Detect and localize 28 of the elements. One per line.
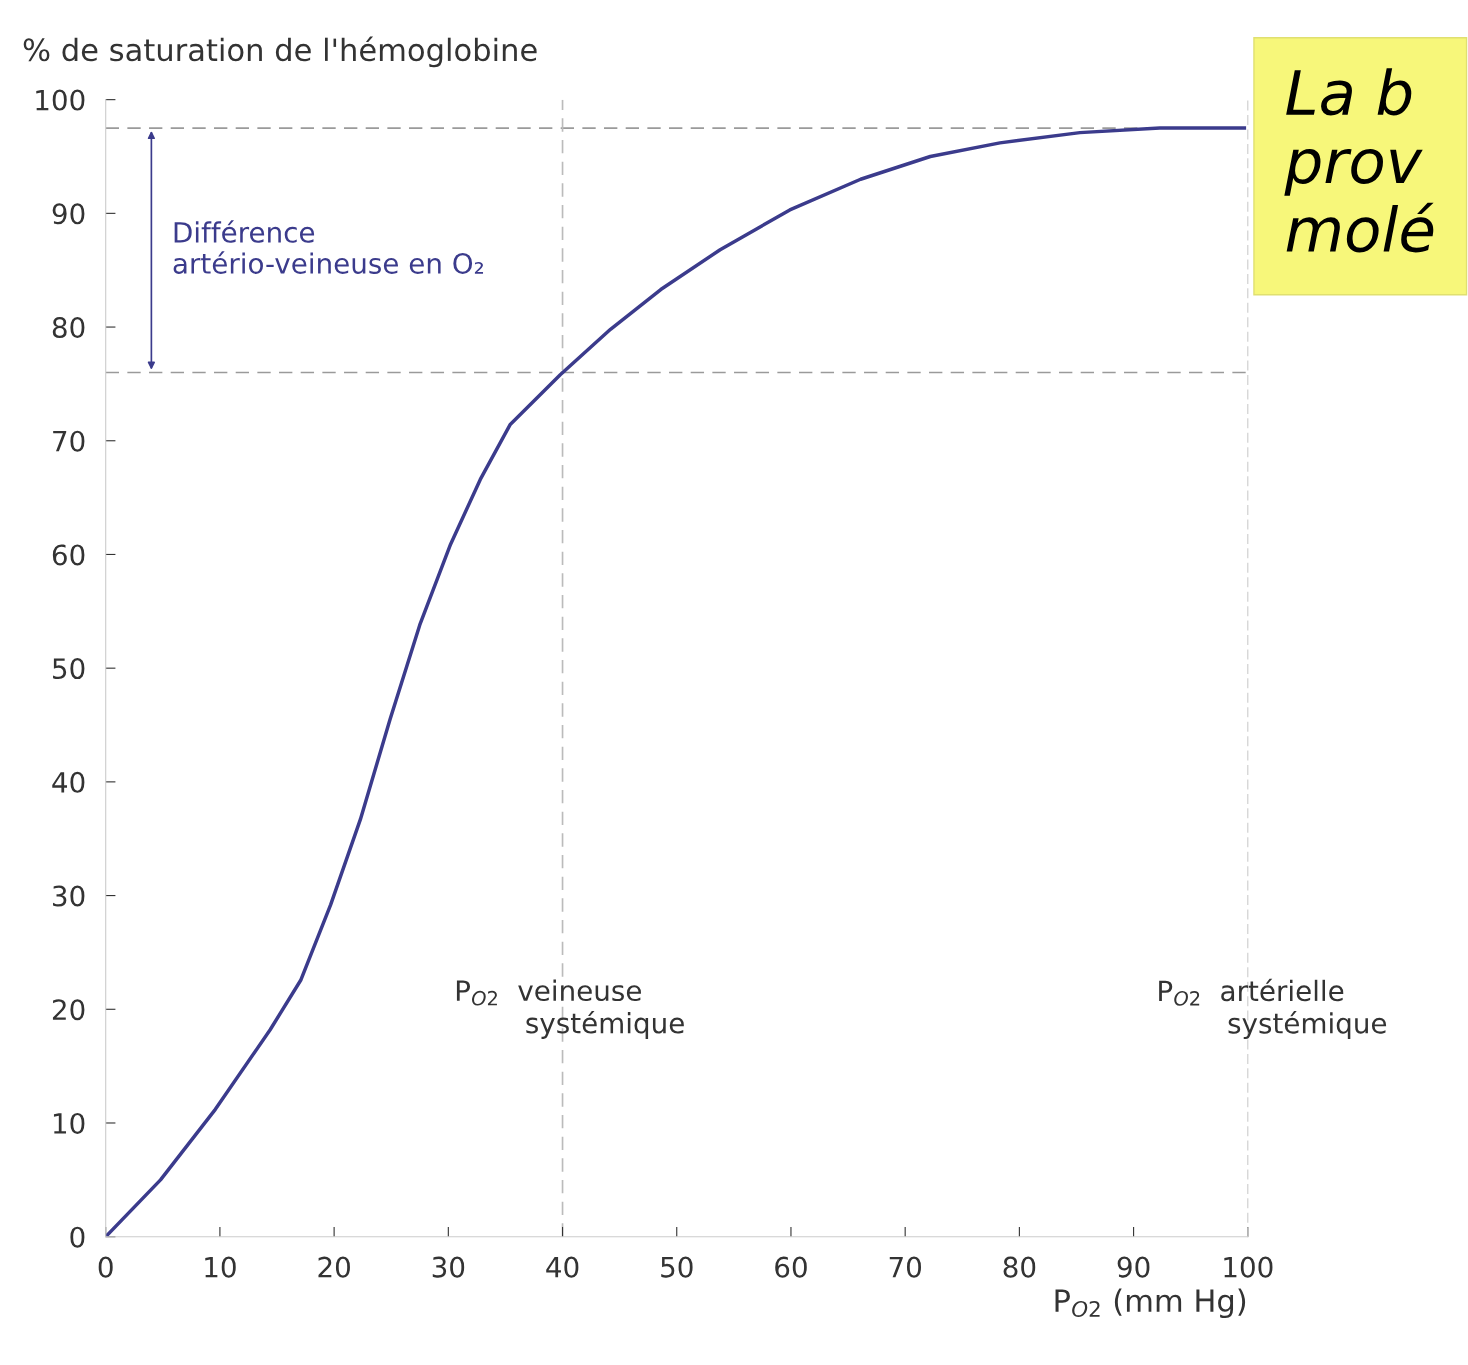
x-axis-title: P$_{O2}$ (mm Hg) <box>1055 1288 1246 1319</box>
x-tick-label: 50 <box>661 1256 693 1278</box>
y-tick-label: 80 <box>52 316 85 338</box>
y-axis-title: % de saturation de l'hémoglobine <box>23 36 537 68</box>
x-tick-label: 60 <box>775 1256 807 1278</box>
x-tick-label: 0 <box>98 1256 113 1278</box>
annotation: P$_{O2}$ artérielle systémique <box>1159 978 1387 1040</box>
y-tick-label: 10 <box>53 1112 85 1134</box>
y-tick-label: 60 <box>52 544 85 566</box>
y-tick-label: 70 <box>53 430 85 452</box>
x-tick-label: 10 <box>205 1256 236 1278</box>
annotation: Différence artério-veineuse en O₂ <box>173 220 484 274</box>
y-tick-label: 0 <box>70 1226 85 1248</box>
y-tick-label: 100 <box>36 89 85 111</box>
x-tick-label: 100 <box>1224 1256 1273 1278</box>
y-tick-label: 40 <box>52 771 85 793</box>
y-tick-label: 50 <box>53 658 85 680</box>
y-tick-label: 30 <box>53 885 85 907</box>
x-tick-label: 90 <box>1117 1256 1150 1278</box>
x-tick-label: 30 <box>432 1256 465 1278</box>
y-tick-label: 20 <box>52 999 85 1021</box>
x-tick-label: 20 <box>318 1256 350 1278</box>
text: La b prov molé <box>1284 68 1434 253</box>
x-tick-label: 70 <box>889 1256 921 1278</box>
annotation: P$_{O2}$ veineuse systémique <box>456 979 684 1039</box>
x-tick-label: 40 <box>546 1256 579 1278</box>
y-tick-label: 90 <box>52 203 85 225</box>
x-tick-label: 80 <box>1003 1256 1036 1278</box>
